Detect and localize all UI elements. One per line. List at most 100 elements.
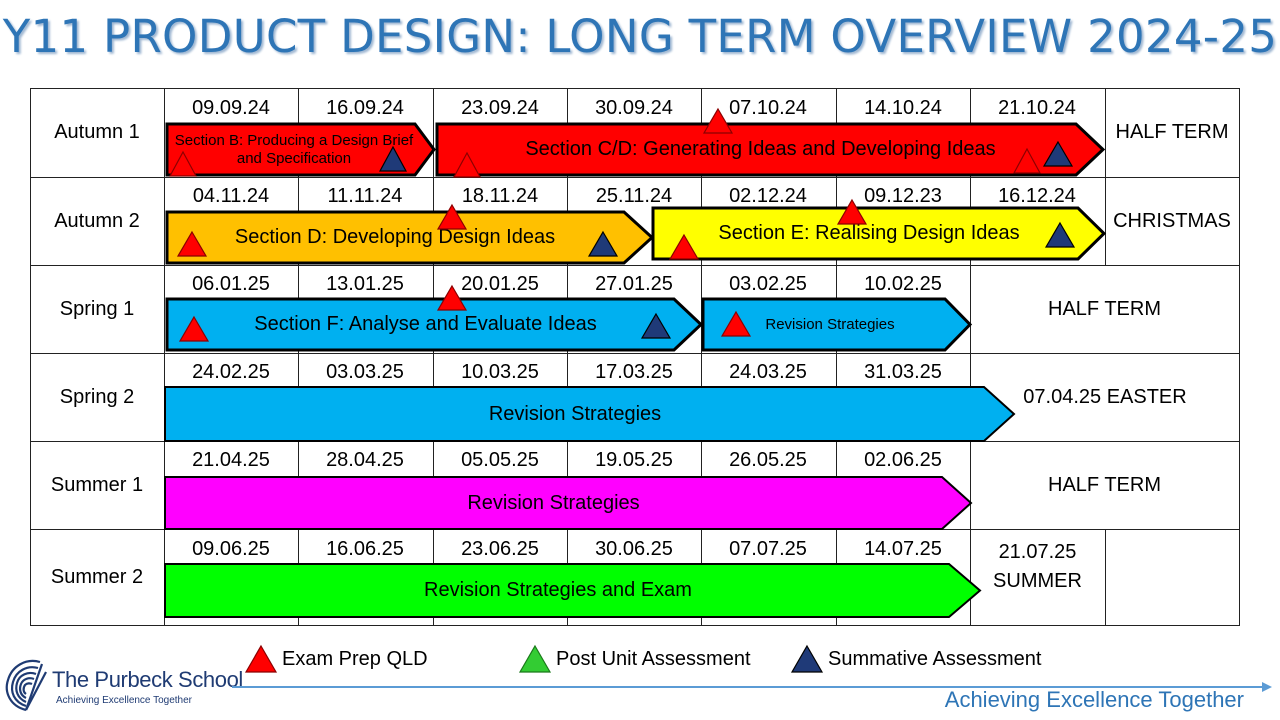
section-f-label: Section F: Analyse and Evaluate Ideas	[254, 313, 597, 335]
week-date: 17.03.25	[595, 361, 673, 383]
legend-label: Post Unit Assessment	[556, 647, 751, 670]
grid-line	[30, 88, 1240, 89]
week-date: 25.11.24	[595, 185, 673, 207]
term-label-autumn-1: Autumn 1	[54, 121, 140, 143]
week-date: 09.09.24	[192, 97, 270, 119]
summer1-revision-bar: Revision Strategies	[164, 476, 973, 530]
grid-line	[836, 88, 837, 626]
grid-line	[30, 265, 1240, 266]
week-date: 14.07.25	[864, 538, 942, 560]
section-e-label: Section E: Realising Design Ideas	[718, 222, 1020, 244]
holiday-label: CHRISTMAS	[1113, 210, 1231, 232]
summative-icon	[1042, 140, 1074, 167]
week-date: 20.01.25	[461, 273, 539, 295]
week-date: 31.03.25	[864, 361, 942, 383]
legend-exam-prep: Exam Prep QLD	[244, 644, 428, 674]
week-date: 21.10.24	[998, 97, 1076, 119]
exam-prep-outline-icon	[1012, 147, 1042, 174]
week-date: 07.07.25	[729, 538, 807, 560]
week-date: 26.05.25	[729, 449, 807, 471]
exam-prep-icon	[720, 310, 752, 337]
grid-line	[1105, 88, 1106, 265]
summer1-revision-label: Revision Strategies	[467, 491, 640, 514]
navy-triangle-icon	[790, 644, 824, 673]
section-f-bar: Section F: Analyse and Evaluate Ideas	[165, 297, 704, 352]
week-date: 24.03.25	[729, 361, 807, 383]
week-date: 24.02.25	[192, 361, 270, 383]
summer2-revision-exam-bar: Revision Strategies and Exam	[164, 563, 982, 618]
grid-line	[164, 88, 165, 626]
grid-line	[30, 625, 1240, 626]
grid-line	[30, 88, 31, 626]
week-date: 02.06.25	[864, 449, 942, 471]
week-date: 23.09.24	[461, 97, 539, 119]
exam-prep-icon	[176, 230, 208, 257]
week-date: 03.03.25	[326, 361, 404, 383]
exam-prep-icon	[178, 315, 210, 342]
week-date: 13.01.25	[326, 273, 404, 295]
week-date: 11.11.24	[327, 185, 403, 207]
term-label-autumn-2: Autumn 2	[54, 210, 140, 232]
page-title: Y11 PRODUCT DESIGN: LONG TERM OVERVIEW 2…	[2, 10, 1278, 63]
holiday-label: HALF TERM	[1048, 298, 1161, 320]
exam-prep-outline-icon	[452, 151, 482, 178]
grid-line	[1239, 88, 1240, 626]
week-date: 30.06.25	[595, 538, 673, 560]
week-date: 19.05.25	[595, 449, 673, 471]
week-date: 16.12.24	[998, 185, 1076, 207]
exam-prep-outline-icon	[168, 150, 198, 177]
week-date: 10.03.25	[461, 361, 539, 383]
week-date: 09.12.23	[864, 185, 942, 207]
summative-icon	[1044, 221, 1076, 248]
holiday-label: 21.07.25 SUMMER	[993, 541, 1082, 592]
week-date: 28.04.25	[326, 449, 404, 471]
week-date: 30.09.24	[595, 97, 673, 119]
week-date: 10.02.25	[864, 273, 942, 295]
week-date: 09.06.25	[192, 538, 270, 560]
summative-icon	[587, 230, 619, 257]
grid-line	[970, 88, 971, 626]
exam-prep-icon	[436, 284, 468, 311]
section-d-bar: Section D: Developing Design Ideas	[165, 210, 655, 265]
grid-line	[701, 88, 702, 626]
green-triangle-icon	[518, 644, 552, 673]
legend-summative: Summative Assessment	[790, 644, 1041, 674]
term-label-summer-2: Summer 2	[50, 566, 144, 588]
school-name: The Purbeck School	[52, 667, 243, 692]
week-date: 05.05.25	[461, 449, 539, 471]
section-cd-bar: Section C/D: Generating Ideas and Develo…	[435, 122, 1106, 177]
shell-logo-icon	[5, 659, 47, 712]
footer-arrow	[232, 682, 1272, 692]
week-date: 02.12.24	[729, 185, 807, 207]
summative-icon	[378, 145, 408, 172]
section-b-bar: Section B: Producing a Design Brief and …	[165, 122, 436, 177]
grid-line	[433, 88, 434, 626]
spring1-revision-label: Revision Strategies	[765, 315, 895, 333]
school-tagline: Achieving Excellence Together	[56, 695, 193, 706]
week-date: 16.09.24	[326, 97, 404, 119]
section-d-label: Section D: Developing Design Ideas	[234, 226, 556, 248]
exam-prep-icon	[668, 233, 700, 260]
week-date: 06.01.25	[192, 273, 270, 295]
grid-line	[1105, 529, 1106, 626]
spring2-revision-bar: Revision Strategies	[164, 386, 1016, 442]
grid-line	[567, 88, 568, 626]
grid-line	[298, 88, 299, 626]
week-date: 23.06.25	[461, 538, 539, 560]
exam-prep-icon	[836, 198, 868, 225]
summer2-revision-exam-label: Revision Strategies and Exam	[424, 579, 692, 601]
spring1-revision-bar: Revision Strategies	[701, 297, 973, 352]
overview-grid: Autumn 1 Autumn 2 Spring 1 Spring 2 Summ…	[30, 88, 1240, 626]
red-triangle-icon	[244, 644, 278, 673]
legend-label: Exam Prep QLD	[282, 647, 428, 670]
section-b-label: Section B: Producing a Design Brief and …	[174, 132, 414, 167]
section-e-bar: Section E: Realising Design Ideas	[651, 206, 1107, 261]
week-date: 16.06.25	[326, 538, 404, 560]
week-date: 21.04.25	[192, 449, 270, 471]
summative-icon	[640, 312, 672, 339]
term-label-summer-1: Summer 1	[50, 474, 144, 496]
holiday-label: 07.04.25 EASTER	[1023, 386, 1187, 408]
week-date: 14.10.24	[864, 97, 942, 119]
exam-prep-icon	[436, 203, 468, 230]
week-date: 18.11.24	[461, 185, 539, 207]
